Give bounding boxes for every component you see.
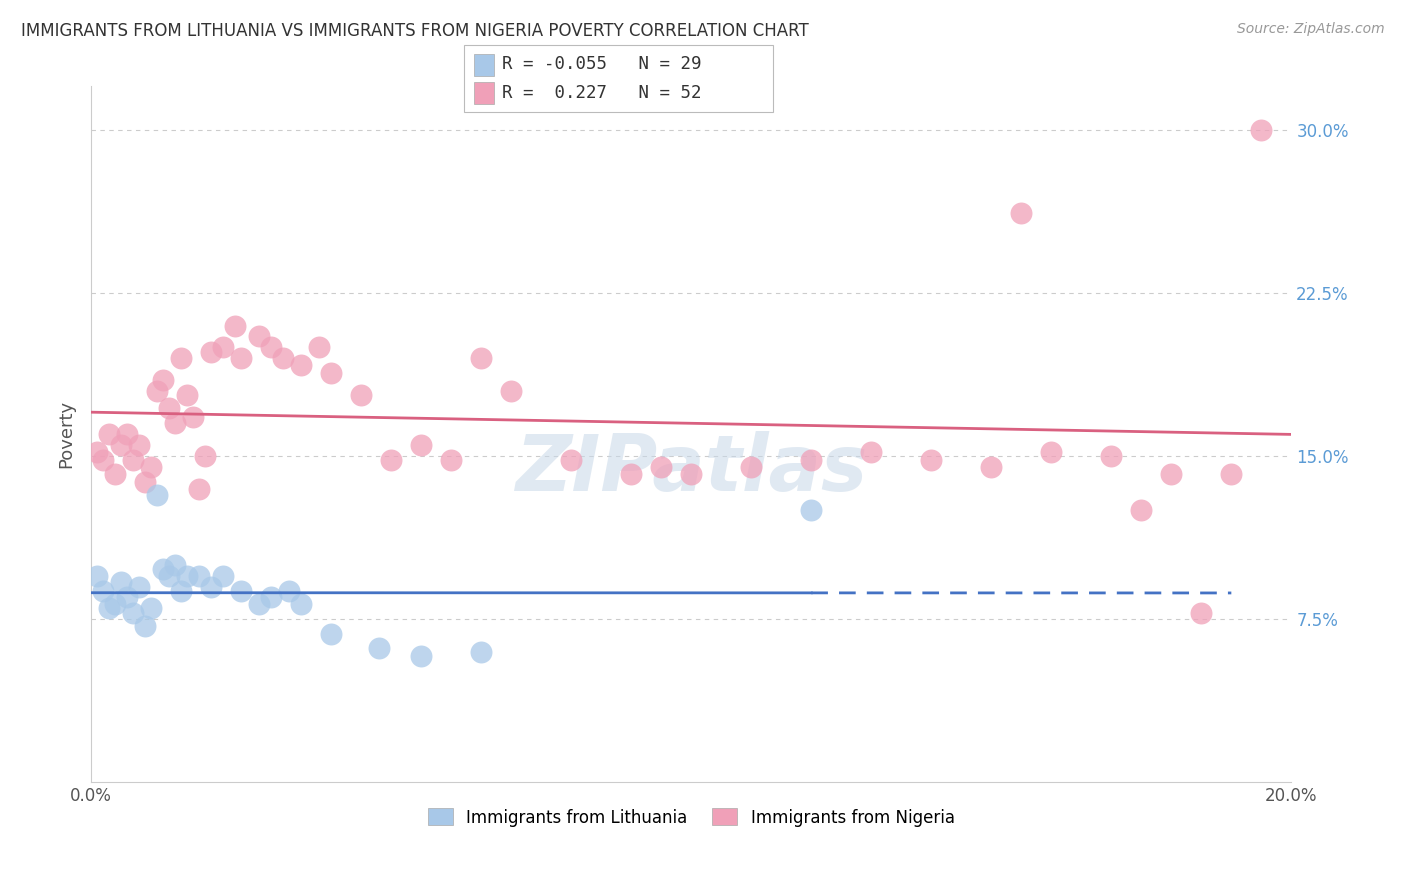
Point <box>470 351 492 366</box>
Point <box>188 568 211 582</box>
Text: R = -0.055   N = 29: R = -0.055 N = 29 <box>502 55 702 73</box>
Y-axis label: Poverty: Poverty <box>58 401 75 468</box>
Point <box>1189 606 1212 620</box>
Legend: Immigrants from Lithuania, Immigrants from Nigeria: Immigrants from Lithuania, Immigrants fr… <box>422 802 962 833</box>
Point <box>91 584 114 599</box>
Point <box>321 627 343 641</box>
Point <box>650 460 672 475</box>
Point <box>247 329 270 343</box>
Point <box>194 449 217 463</box>
Point <box>146 384 169 398</box>
Point <box>146 488 169 502</box>
Point <box>247 597 270 611</box>
Point <box>1099 449 1122 463</box>
Point <box>91 453 114 467</box>
Point <box>157 401 180 416</box>
Point <box>115 591 138 605</box>
Point <box>681 467 703 481</box>
Point <box>152 373 174 387</box>
Point <box>920 453 942 467</box>
Point <box>231 584 253 599</box>
Point <box>800 503 823 517</box>
Point <box>411 438 433 452</box>
Point <box>440 453 463 467</box>
Point <box>115 427 138 442</box>
Point <box>86 568 108 582</box>
Point <box>128 438 150 452</box>
Point <box>290 358 312 372</box>
Point <box>181 409 204 424</box>
Point <box>128 580 150 594</box>
Point <box>980 460 1002 475</box>
Point <box>271 351 294 366</box>
Point <box>134 475 156 490</box>
Point <box>86 444 108 458</box>
Point <box>1250 123 1272 137</box>
Point <box>176 388 198 402</box>
Point <box>122 606 145 620</box>
Text: Source: ZipAtlas.com: Source: ZipAtlas.com <box>1237 22 1385 37</box>
Text: IMMIGRANTS FROM LITHUANIA VS IMMIGRANTS FROM NIGERIA POVERTY CORRELATION CHART: IMMIGRANTS FROM LITHUANIA VS IMMIGRANTS … <box>21 22 808 40</box>
Point <box>110 575 132 590</box>
Point <box>188 482 211 496</box>
Point <box>860 444 883 458</box>
Point <box>278 584 301 599</box>
Point <box>620 467 643 481</box>
Point <box>200 580 222 594</box>
Point <box>157 568 180 582</box>
Point <box>110 438 132 452</box>
Point <box>321 367 343 381</box>
Point <box>1160 467 1182 481</box>
Point <box>260 340 283 354</box>
Point <box>98 601 121 615</box>
Point <box>98 427 121 442</box>
Point <box>560 453 582 467</box>
Point <box>350 388 373 402</box>
Point <box>165 558 187 572</box>
Point <box>470 645 492 659</box>
Point <box>134 619 156 633</box>
Point <box>308 340 330 354</box>
Point <box>170 584 193 599</box>
Point <box>212 568 235 582</box>
Point <box>1130 503 1153 517</box>
Point <box>176 568 198 582</box>
Point <box>104 467 127 481</box>
Point <box>740 460 762 475</box>
Point <box>800 453 823 467</box>
Text: ZIPatlas: ZIPatlas <box>515 431 868 508</box>
Point <box>501 384 523 398</box>
Point <box>104 597 127 611</box>
Point <box>380 453 402 467</box>
Point <box>200 344 222 359</box>
Point <box>152 562 174 576</box>
Point <box>368 640 391 655</box>
Point <box>224 318 246 333</box>
Text: R =  0.227   N = 52: R = 0.227 N = 52 <box>502 84 702 102</box>
Point <box>122 453 145 467</box>
Point <box>290 597 312 611</box>
Point <box>411 649 433 664</box>
Point <box>212 340 235 354</box>
Point <box>1010 205 1032 219</box>
Point <box>1220 467 1243 481</box>
Point <box>231 351 253 366</box>
Point <box>141 601 163 615</box>
Point <box>260 591 283 605</box>
Point <box>165 417 187 431</box>
Point <box>170 351 193 366</box>
Point <box>1040 444 1063 458</box>
Point <box>141 460 163 475</box>
